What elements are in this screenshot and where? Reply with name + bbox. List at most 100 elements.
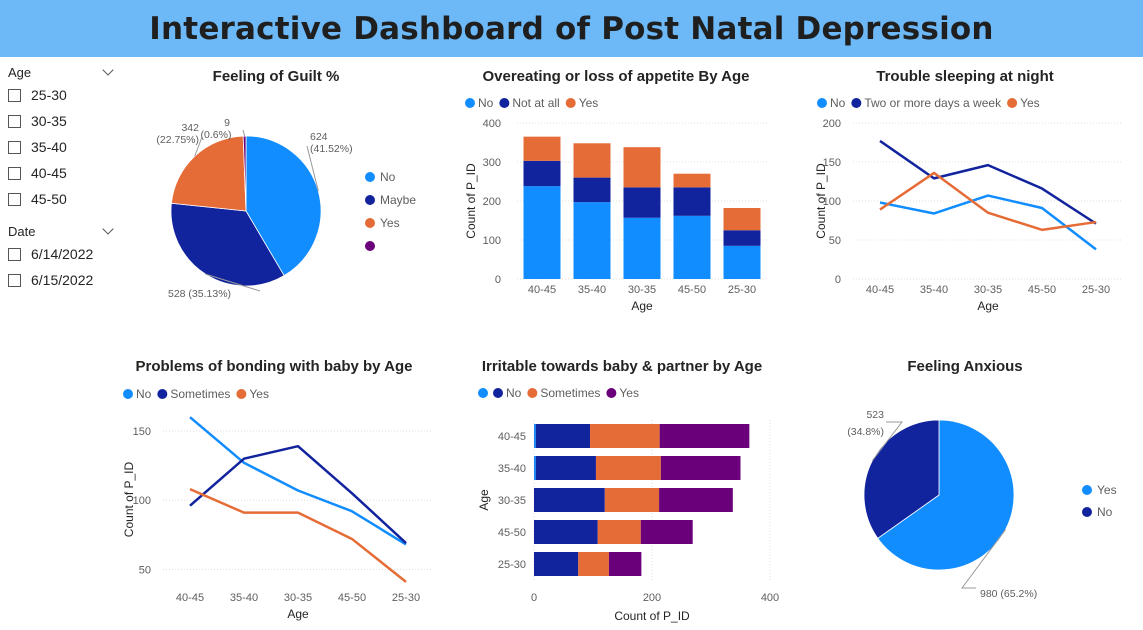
series-line[interactable] xyxy=(189,444,407,545)
legend-marker[interactable] xyxy=(499,98,510,108)
legend-label[interactable]: No xyxy=(478,96,494,110)
legend-label[interactable]: Not at all xyxy=(512,96,559,110)
age-option-35-40[interactable]: 35-40 xyxy=(8,134,118,160)
age-slicer-header[interactable]: Age xyxy=(8,62,118,82)
bar-segment[interactable] xyxy=(523,136,561,161)
legend-marker[interactable] xyxy=(365,218,375,228)
series-line[interactable] xyxy=(879,171,1097,232)
chevron-down-icon[interactable] xyxy=(102,64,114,76)
bonding-line-chart[interactable]: Problems of bonding with baby by Age No So… xyxy=(115,350,445,628)
bar-segment[interactable] xyxy=(590,424,660,448)
age-option-25-30[interactable]: 25-30 xyxy=(8,82,118,108)
bar-segment[interactable] xyxy=(673,215,711,279)
legend-marker[interactable] xyxy=(527,388,538,398)
legend-marker[interactable] xyxy=(817,98,827,108)
bar-segment[interactable] xyxy=(535,424,591,448)
sleep-line-chart[interactable]: Trouble sleeping at night No Two or more d… xyxy=(805,60,1135,325)
checkbox[interactable] xyxy=(8,247,21,261)
age-option-40-45[interactable]: 40-45 xyxy=(8,160,118,186)
series-line[interactable] xyxy=(189,416,407,546)
date-slicer[interactable]: Date 6/14/2022 6/15/2022 xyxy=(8,221,118,293)
bar-segment[interactable] xyxy=(534,488,605,512)
legend-label[interactable]: No xyxy=(1097,505,1113,519)
legend-marker[interactable] xyxy=(493,388,503,398)
checkbox[interactable] xyxy=(8,114,21,128)
checkbox[interactable] xyxy=(8,273,21,287)
age-option-45-50[interactable]: 45-50 xyxy=(8,186,118,212)
legend-marker[interactable] xyxy=(1082,485,1092,495)
date-slicer-header[interactable]: Date xyxy=(8,221,118,241)
legend-label[interactable]: No xyxy=(830,96,846,110)
legend-marker[interactable] xyxy=(606,388,617,398)
bar-segment[interactable] xyxy=(534,552,579,576)
anxious-pie-chart[interactable]: Feeling Anxious 980 (65.2%) 523 (34.8%) Yes N… xyxy=(800,350,1135,620)
legend-marker[interactable] xyxy=(1007,98,1018,108)
legend-label[interactable]: Yes xyxy=(380,216,400,230)
bar-segment[interactable] xyxy=(623,187,661,218)
legend-label[interactable]: Sometimes xyxy=(170,387,230,401)
bar-segment[interactable] xyxy=(578,552,609,576)
legend-marker[interactable] xyxy=(851,98,862,108)
age-option-30-35[interactable]: 30-35 xyxy=(8,108,118,134)
bar-segment[interactable] xyxy=(604,488,660,512)
legend-label[interactable]: No xyxy=(136,387,152,401)
legend-marker[interactable] xyxy=(1082,507,1092,517)
series-line[interactable] xyxy=(879,139,1097,225)
legend-marker[interactable] xyxy=(565,98,576,108)
series-line[interactable] xyxy=(879,194,1097,251)
bar-segment[interactable] xyxy=(673,173,711,188)
bar-segment[interactable] xyxy=(534,424,536,448)
legend-label[interactable]: No xyxy=(506,386,522,400)
age-slicer[interactable]: Age 25-30 30-35 35-40 40-45 45-50 xyxy=(8,62,118,212)
legend-marker[interactable] xyxy=(123,389,133,399)
checkbox[interactable] xyxy=(8,88,21,102)
guilt-pie-chart[interactable]: Feeling of Guilt % 624(41.52%) 528 (35.13%… xyxy=(130,60,440,310)
pie-slice[interactable] xyxy=(170,135,247,212)
checkbox[interactable] xyxy=(8,192,21,206)
bar-segment[interactable] xyxy=(659,488,733,512)
chevron-down-icon[interactable] xyxy=(102,223,114,235)
pie-slice[interactable] xyxy=(242,135,247,212)
legend-label[interactable]: Yes xyxy=(579,96,599,110)
legend-marker[interactable] xyxy=(465,98,475,108)
legend-marker[interactable] xyxy=(365,195,375,205)
bar-segment[interactable] xyxy=(573,202,611,279)
bar-segment[interactable] xyxy=(673,187,711,216)
bar-segment[interactable] xyxy=(523,186,561,279)
legend-marker[interactable] xyxy=(236,389,247,399)
bar-segment[interactable] xyxy=(623,217,661,279)
legend-label[interactable]: Two or more days a week xyxy=(864,96,1002,110)
legend-label[interactable]: Sometimes xyxy=(540,386,600,400)
bar-segment[interactable] xyxy=(595,456,661,480)
bar-segment[interactable] xyxy=(523,160,561,187)
bar-segment[interactable] xyxy=(535,456,596,480)
bar-segment[interactable] xyxy=(660,456,741,480)
legend-marker[interactable] xyxy=(365,241,375,251)
bar-segment[interactable] xyxy=(608,552,642,576)
bar-segment[interactable] xyxy=(573,143,611,178)
legend-label[interactable]: Yes xyxy=(1097,483,1117,497)
checkbox[interactable] xyxy=(8,140,21,154)
legend-label[interactable]: Yes xyxy=(249,387,269,401)
series-line[interactable] xyxy=(189,487,407,583)
legend-label[interactable]: Yes xyxy=(619,386,639,400)
checkbox[interactable] xyxy=(8,166,21,180)
bar-segment[interactable] xyxy=(640,520,693,544)
date-option-6-14-2022[interactable]: 6/14/2022 xyxy=(8,241,118,267)
irritable-bar-chart[interactable]: Irritable towards baby & partner by Age N… xyxy=(470,350,795,628)
date-option-6-15-2022[interactable]: 6/15/2022 xyxy=(8,267,118,293)
bar-segment[interactable] xyxy=(623,147,661,188)
appetite-bar-chart[interactable]: Overeating or loss of appetite By Age No N… xyxy=(455,60,780,325)
bar-segment[interactable] xyxy=(573,177,611,203)
legend-marker[interactable] xyxy=(365,172,375,182)
legend-label[interactable]: Maybe xyxy=(380,193,416,207)
bar-segment[interactable] xyxy=(723,230,761,246)
bar-segment[interactable] xyxy=(534,520,598,544)
bar-segment[interactable] xyxy=(659,424,750,448)
bar-segment[interactable] xyxy=(534,456,536,480)
bar-segment[interactable] xyxy=(723,245,761,279)
legend-marker[interactable] xyxy=(478,388,488,398)
legend-label[interactable]: No xyxy=(380,170,396,184)
bar-segment[interactable] xyxy=(723,208,761,231)
legend-marker[interactable] xyxy=(157,389,168,399)
